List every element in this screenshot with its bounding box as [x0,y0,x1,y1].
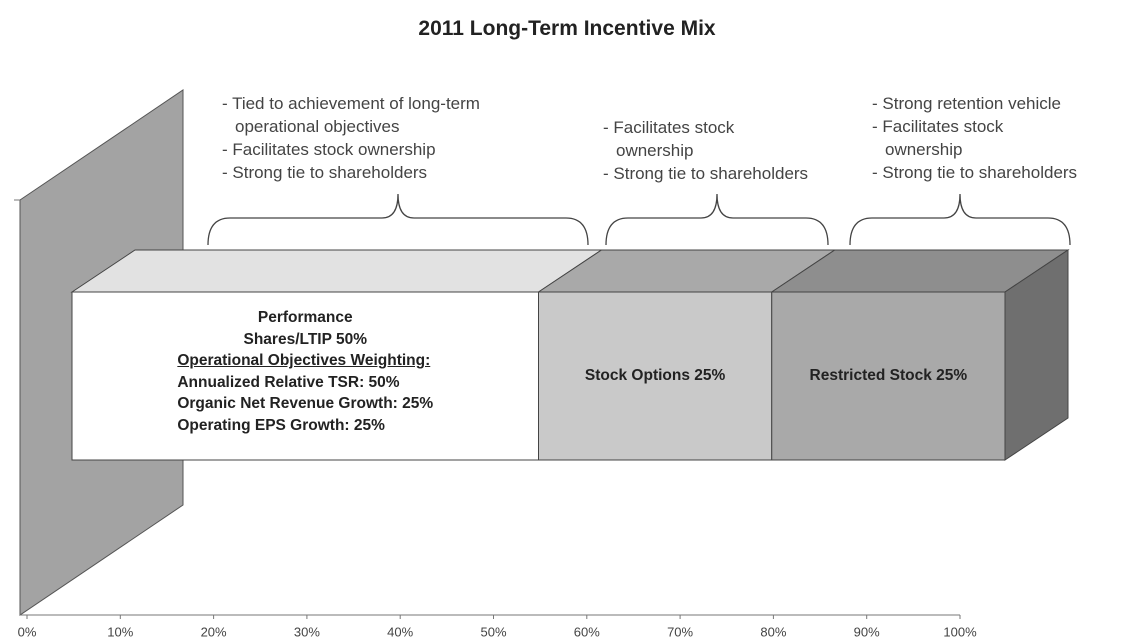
annotation-item: - Tied to achievement of long-term operat… [222,92,480,138]
brace [849,193,1071,246]
x-tick-label: 60% [574,624,600,639]
annotation-item: - Facilitates stock ownership [222,138,480,161]
segment-name: Stock Options 25% [584,367,726,384]
bar-top-face [70,249,604,293]
x-tick-label: 50% [480,624,506,639]
brace [605,193,829,246]
annotation-item: - Strong tie to shareholders [222,161,480,184]
annotation-line: operational objectives [235,117,400,136]
segment-name: Performance Shares/LTIP 50% [243,309,368,348]
annotation-line: - Facilitates stock [872,117,1004,136]
x-tick-label: 80% [760,624,786,639]
annotation-item: - Strong tie to shareholders [872,161,1077,184]
bar-segment [71,291,539,461]
brace [207,193,589,246]
bar-side-face [1004,249,1069,461]
x-tick-label: 70% [667,624,693,639]
x-tick-label: 40% [387,624,413,639]
annotation-line: - Strong tie to shareholders [872,163,1078,182]
segment-label: Performance Shares/LTIP 50% Operational O… [72,307,539,436]
annotation: - Tied to achievement of long-term operat… [222,92,480,184]
weighting: Operating EPS Growth: 25% [177,416,385,434]
weighting-title: Operational Objectives Weighting: [177,352,431,369]
x-tick-label: 20% [201,624,227,639]
annotation-line: - Strong tie to shareholders [603,164,809,183]
annotation-line: ownership [885,140,963,159]
chart-title: 2011 Long-Term Incentive Mix [418,17,716,40]
x-tick-label: 90% [854,624,880,639]
bar-segment [538,291,773,461]
annotation-line: - Strong retention vehicle [872,94,1061,113]
annotation-line: - Facilitates stock [603,118,735,137]
annotation-line: - Strong tie to shareholders [222,163,428,182]
x-tick-label: 100% [943,624,977,639]
annotation: - Strong retention vehicle - Facilitates … [872,92,1077,184]
x-tick-label: 10% [107,624,133,639]
annotation-item: - Strong retention vehicle [872,92,1077,115]
segment-label: Restricted Stock 25% [772,365,1005,387]
annotation-item: - Facilitates stock ownership [603,116,808,162]
annotation-item: - Strong tie to shareholders [603,162,808,185]
weighting: Organic Net Revenue Growth: 25% [177,395,434,412]
annotation-line: - Facilitates stock ownership [222,140,436,159]
segment-name: Restricted Stock 25% [809,367,968,384]
bar-segment [771,291,1006,461]
annotation-line: ownership [616,141,694,160]
x-tick-label: 30% [294,624,320,639]
weighting: Annualized Relative TSR: 50% [177,373,400,391]
segment-label: Stock Options 25% [539,365,772,387]
weighting-block: Operational Objectives Weighting: Annuali… [177,350,433,436]
annotation-item: - Facilitates stock ownership [872,115,1077,161]
x-tick-label: 0% [18,624,37,639]
annotation-line: - Tied to achievement of long-term [222,94,480,113]
annotation: - Facilitates stock ownership - Strong tie… [603,116,808,185]
